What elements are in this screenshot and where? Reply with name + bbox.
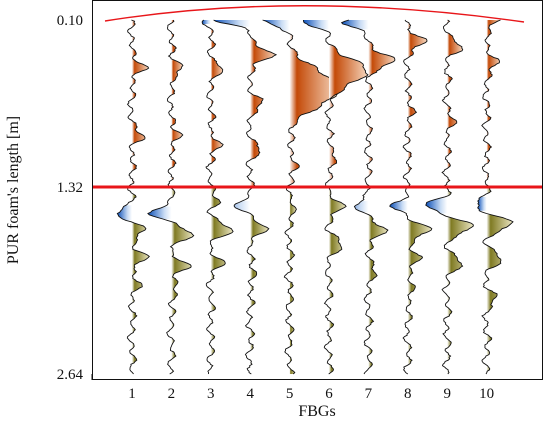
trace-10-fill-positive-upper	[486, 20, 501, 186]
trace-4-fill-positive-lower	[250, 187, 269, 374]
trace-3-fill-positive-upper	[210, 29, 224, 186]
trace-3-line	[201, 19, 234, 375]
plot-frame	[92, 0, 543, 380]
trace-9-line	[425, 19, 474, 375]
trace-10-line	[477, 19, 514, 375]
y-tick-label: 0.10	[57, 13, 83, 29]
x-tick-label: 8	[404, 386, 412, 402]
trace-2-fill-negative	[147, 206, 172, 219]
trace-4-fill-positive-upper	[250, 37, 277, 186]
y-axis: 0.10 1.32 2.64	[57, 13, 84, 383]
y-tick-label: 2.64	[57, 367, 84, 383]
trace-7-line	[340, 19, 396, 375]
trace-3-fill-positive-lower	[210, 187, 234, 369]
trace-8-fill-positive-lower	[407, 195, 432, 374]
x-axis: 1 2 3 4 5 6 7 8 9 10	[91, 374, 494, 402]
x-tick-label: 6	[325, 386, 333, 402]
x-tick-label: 3	[207, 386, 215, 402]
trace-1-fill-negative	[117, 205, 132, 221]
trace-5-fill-positive-upper	[289, 34, 338, 185]
x-tick-label: 10	[479, 386, 494, 402]
trace-3-fill-negative	[202, 20, 211, 24]
x-tick-label: 1	[128, 386, 136, 402]
y-tick-label: 1.32	[57, 180, 83, 196]
y-axis-title: PUR foam's length [m]	[5, 116, 22, 264]
trace-9-fill-negative	[425, 198, 448, 214]
trace-8-line	[389, 19, 433, 375]
x-axis-title: FBGs	[298, 403, 335, 420]
x-tick-label: 7	[365, 386, 373, 402]
trace-6-fill-negative	[303, 20, 329, 30]
trace-2-fill-positive-upper	[171, 20, 183, 180]
trace-9-fill-positive-lower	[447, 189, 474, 374]
trace-2-line	[147, 19, 195, 375]
traces-group	[116, 19, 514, 375]
trace-2-fill-positive-lower	[171, 188, 194, 373]
x-tick-label: 9	[443, 386, 451, 402]
trace-7-fill-positive-upper	[368, 41, 395, 186]
trace-6-fill-positive-lower	[329, 188, 347, 373]
trace-5-fill-positive-lower	[289, 192, 297, 374]
x-tick-label: 4	[246, 386, 254, 402]
trace-1-line	[116, 19, 150, 375]
arrival-curve	[104, 5, 525, 23]
trace-8-fill-negative	[389, 201, 408, 211]
trace-10-fill-positive-lower	[486, 187, 513, 373]
trace-6-line	[302, 19, 369, 375]
trace-7-fill-positive-lower	[368, 187, 388, 369]
trace-6-fill-positive-upper	[329, 32, 368, 180]
x-tick-label: 5	[286, 386, 294, 402]
trace-10-fill-negative	[477, 196, 487, 211]
trace-9-fill-positive-upper	[447, 20, 463, 182]
trace-4-line	[213, 19, 278, 375]
x-tick-label: 2	[168, 386, 176, 402]
trace-1-fill-positive-lower	[132, 194, 150, 374]
